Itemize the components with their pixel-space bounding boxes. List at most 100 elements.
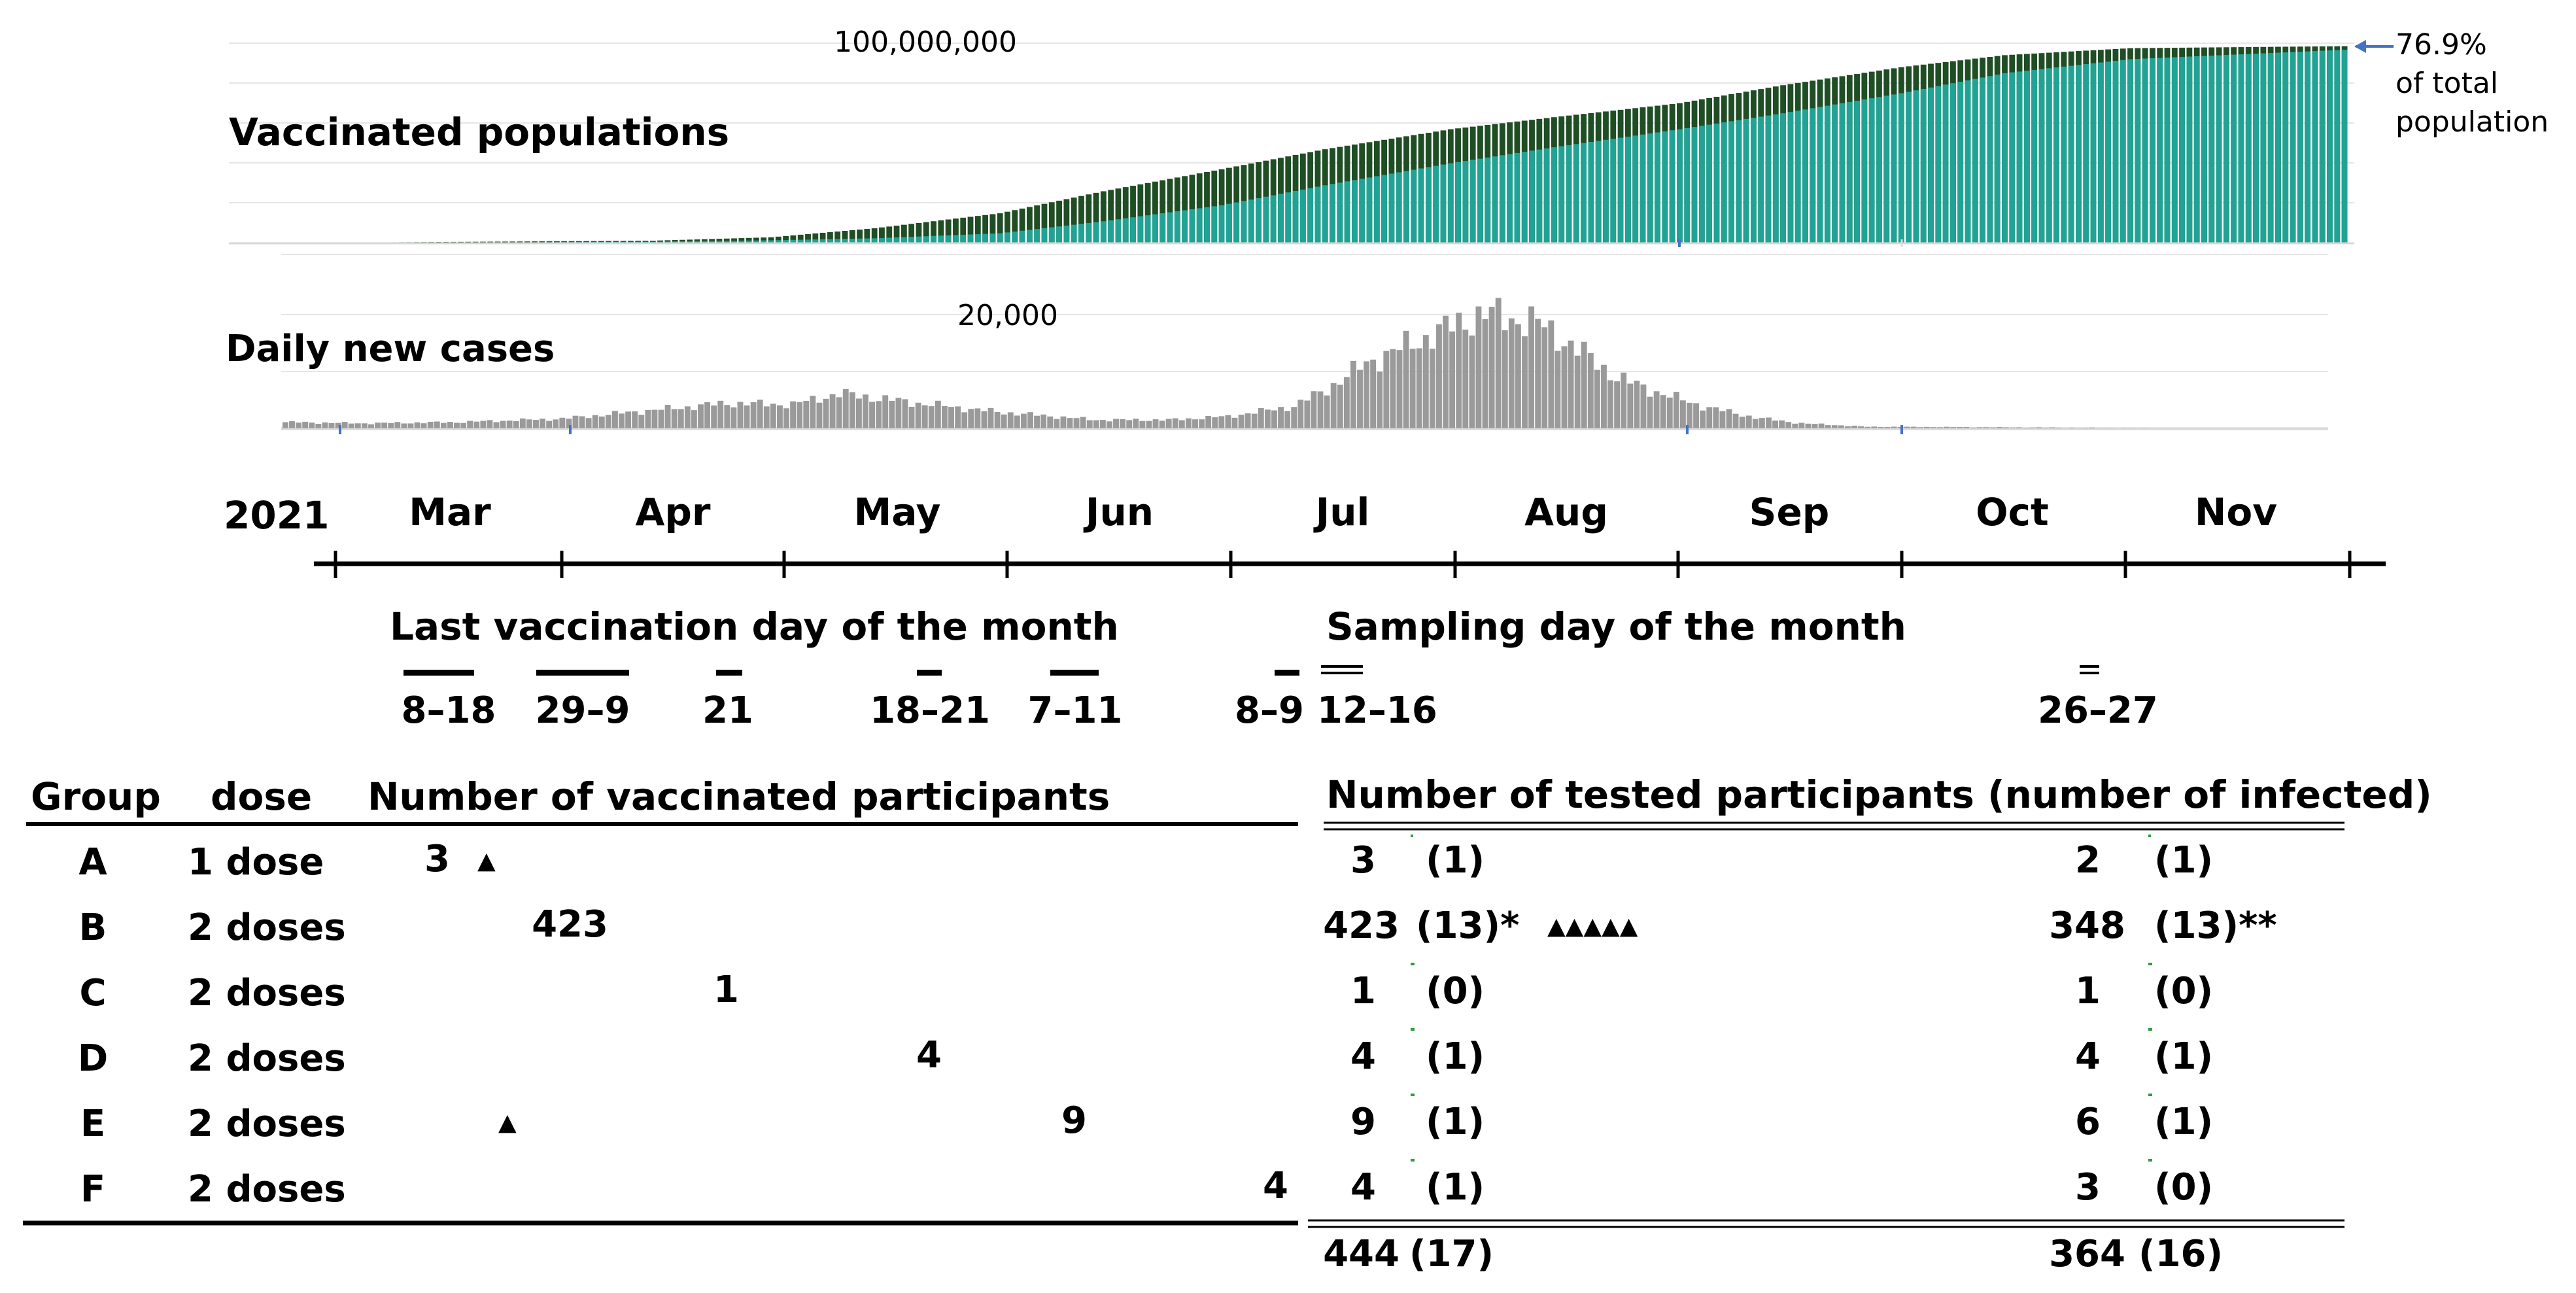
daily-cases-bar	[981, 411, 987, 429]
row-group: A	[78, 841, 107, 884]
daily-cases-bar	[1607, 380, 1613, 429]
second-dose-bar	[989, 233, 996, 243]
second-dose-bar	[1174, 211, 1180, 243]
daily-cases-bar	[1436, 324, 1442, 429]
second-dose-bar	[1647, 133, 1653, 243]
second-dose-bar	[1462, 161, 1469, 243]
daily-cases-bar	[1350, 360, 1356, 429]
first-dose-bar	[1182, 176, 1188, 243]
daily-cases-bar	[1205, 415, 1212, 429]
second-dose-bar	[2231, 54, 2237, 243]
second-dose-bar	[967, 234, 974, 243]
second-dose-bar	[982, 233, 989, 243]
row-vaccinated: 9	[1061, 1099, 1087, 1142]
second-dose-bar	[1662, 131, 1668, 243]
daily-cases-bar	[1185, 418, 1192, 429]
second-dose-bar	[1352, 180, 1358, 243]
first-dose-bar	[797, 234, 804, 243]
daily-cases-bar	[730, 407, 737, 429]
first-dose-bar	[1078, 196, 1084, 243]
second-dose-bar	[768, 240, 774, 243]
daily-cases-bar	[664, 405, 671, 429]
second-dose-bar	[2297, 52, 2303, 243]
daily-cases-bar	[1034, 415, 1040, 429]
second-dose-bar	[1669, 130, 1675, 243]
second-dose-bar	[709, 241, 715, 243]
second-dose-bar	[1891, 94, 1897, 243]
row-tested-2: 3	[2075, 1166, 2101, 1209]
second-dose-bar	[842, 239, 848, 243]
second-dose-bar	[2135, 58, 2141, 243]
row-infected-1: (1)	[1426, 1035, 1485, 1078]
second-dose-bar	[1810, 108, 1816, 243]
second-dose-bar	[2208, 56, 2215, 244]
daily-cases-bar	[296, 422, 302, 429]
second-dose-bar	[753, 240, 759, 243]
second-dose-bar	[2201, 56, 2207, 244]
daily-cases-bar	[1370, 359, 1377, 429]
second-dose-bar	[731, 241, 737, 243]
daily-cases-bar	[987, 407, 994, 429]
daily-cases-bar	[619, 413, 625, 429]
second-dose-bar	[1034, 229, 1040, 243]
second-dose-bar	[1566, 145, 1572, 243]
second-dose-bar	[1898, 93, 1904, 243]
daily-cases-bar	[283, 422, 288, 429]
header-vaccinated: Number of vaccinated participants	[368, 774, 1110, 819]
daily-cases-bar	[1858, 426, 1864, 429]
daily-cases-bar	[354, 423, 361, 429]
cases-chart-title: Daily new cases	[226, 328, 555, 370]
second-dose-bar	[1492, 156, 1498, 243]
triangle-marker: ▲	[498, 1109, 517, 1136]
second-dose-bar	[1299, 189, 1306, 243]
daily-cases-bar	[1495, 298, 1502, 429]
second-dose-bar	[901, 237, 907, 243]
second-dose-bar	[2305, 51, 2311, 243]
second-dose-bar	[1617, 137, 1624, 243]
daily-cases-bar	[1258, 407, 1264, 429]
daily-cases-bar	[797, 402, 803, 429]
daily-cases-bar	[1390, 349, 1396, 429]
sampling-days-title: Sampling day of the month	[1326, 604, 1906, 649]
second-dose-bar	[746, 240, 752, 243]
daily-cases-bar	[1324, 395, 1330, 429]
second-dose-bar	[1913, 90, 1919, 243]
daily-cases-bar	[942, 405, 948, 429]
daily-cases-bar	[849, 392, 855, 429]
second-dose-bar	[834, 239, 841, 243]
second-dose-bar	[1469, 160, 1476, 243]
daily-cases-bar	[1469, 336, 1475, 429]
second-dose-bar	[2068, 65, 2074, 243]
month-label: Sep	[1749, 490, 1830, 534]
daily-cases-bar	[1396, 350, 1403, 429]
second-dose-bar	[1603, 139, 1609, 243]
daily-cases-bar	[1944, 426, 1950, 429]
daily-cases-bar	[533, 420, 539, 429]
row-dose: 2 doses	[188, 1103, 346, 1145]
second-dose-bar	[1366, 177, 1373, 243]
daily-cases-bar	[1904, 426, 1910, 429]
vaccination-chart: 100,000,000 Vaccinated populations 76.9%…	[229, 26, 2549, 247]
annotation-line: of total	[2396, 67, 2498, 100]
daily-cases-bar	[546, 421, 553, 429]
daily-cases-bar	[1515, 324, 1521, 429]
second-dose-bar	[1624, 136, 1631, 243]
row-dose: 2 doses	[188, 906, 346, 949]
second-dose-bar	[1558, 146, 1565, 243]
second-dose-bar	[1048, 227, 1055, 243]
daily-cases-bar	[823, 398, 829, 429]
daily-cases-bar	[566, 419, 572, 429]
vaccination-day-label: 21	[702, 689, 753, 732]
daily-cases-bar	[1291, 407, 1297, 429]
second-dose-bar	[1551, 147, 1557, 243]
daily-cases-bar	[921, 405, 928, 429]
first-dose-bar	[1174, 177, 1180, 243]
daily-cases-bar	[1133, 419, 1139, 429]
daily-cases-bar	[1449, 331, 1456, 429]
daily-cases-bar	[1508, 318, 1515, 429]
row-tested-2: 1	[2075, 970, 2101, 1012]
second-dose-bar	[827, 239, 833, 243]
first-dose-bar	[1056, 200, 1062, 243]
daily-cases-bar	[1647, 396, 1653, 429]
row-dose: 1 dose	[188, 841, 324, 884]
